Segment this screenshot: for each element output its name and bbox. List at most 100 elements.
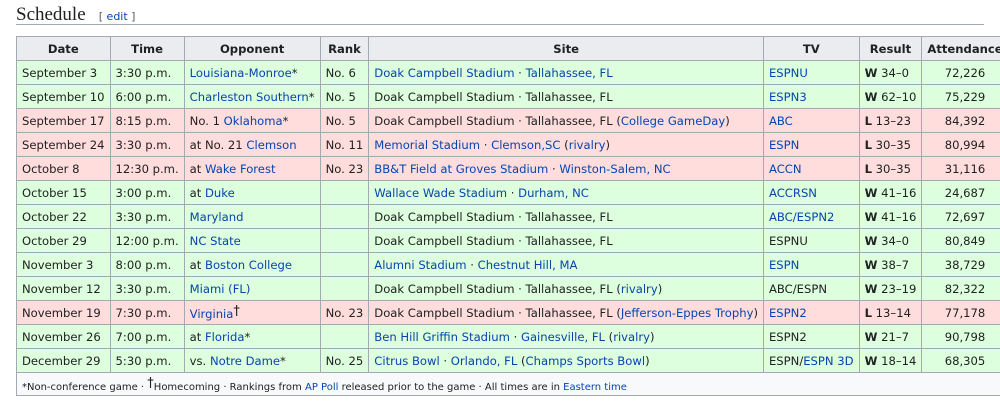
date: October 29 [16, 228, 111, 253]
section-header: Schedule [ edit ] [16, 4, 984, 25]
link[interactable]: Winston-Salem, NC [559, 161, 671, 176]
tv: ABC/ESPN2 [762, 204, 860, 229]
opponent: Miami (FL) [183, 276, 321, 301]
time: 5:30 p.m. [109, 348, 185, 373]
score: 13–23 [875, 113, 911, 128]
text: ( [560, 137, 569, 152]
text: · [466, 257, 478, 272]
outcome: L [864, 113, 872, 128]
link[interactable]: Clemson [246, 137, 297, 152]
text: * [280, 353, 286, 368]
link[interactable]: NC State [189, 233, 241, 248]
link[interactable]: Jefferson-Eppes Trophy [620, 305, 754, 320]
link[interactable]: Duke [205, 185, 235, 200]
result: W 41–16 [858, 180, 923, 205]
text: * [291, 65, 298, 80]
result: L 30–35 [858, 156, 923, 181]
date: November 19 [16, 300, 111, 325]
text: at [189, 185, 205, 200]
link[interactable]: Clemson,SC [491, 137, 561, 152]
outcome: W [864, 329, 878, 344]
text: Doak Campbell Stadium · Tallahassee, FL [374, 233, 613, 248]
link[interactable]: AP Poll [304, 381, 339, 393]
link[interactable]: rivalry [613, 329, 650, 344]
column-header: Site [368, 36, 764, 61]
opponent: at Florida* [183, 324, 321, 349]
edit-link[interactable]: edit [106, 10, 128, 23]
link[interactable]: Orlando, FL [450, 353, 518, 368]
footnote-row: *Non-conference game · †Homecoming · Ran… [16, 372, 1000, 396]
text: *Non-conference game · [22, 381, 148, 393]
link[interactable]: ESPN [768, 137, 800, 152]
text: at [189, 329, 205, 344]
link[interactable]: Champs Sports Bowl [525, 353, 646, 368]
game-row: October 29 12:00 p.m. NC State Doak Campbel… [16, 228, 1000, 253]
link[interactable]: Louisiana-Monroe [189, 65, 292, 80]
date: September 17 [16, 108, 111, 133]
date: October 8 [16, 156, 111, 181]
link[interactable]: Tallahassee, FL [525, 65, 613, 80]
link[interactable]: Eastern time [563, 381, 627, 393]
link[interactable]: Oklahoma [223, 113, 283, 128]
link[interactable]: Virginia [189, 307, 234, 321]
link[interactable]: Citrus Bowl [374, 353, 440, 368]
outcome: W [864, 353, 878, 368]
text: Homecoming · Rankings from [153, 381, 305, 393]
schedule-table: Date Time Opponent Rank Site TV Result Attendan… [16, 36, 1000, 396]
site: Memorial Stadium · Clemson,SC (rivalry) [368, 132, 764, 157]
text: · [439, 353, 451, 368]
link[interactable]: Gainesville, FL [520, 329, 605, 344]
link[interactable]: Doak Campbell Stadium [374, 65, 515, 80]
date: November 3 [16, 252, 111, 277]
link[interactable]: ACCN [768, 161, 802, 176]
game-row: November 26 7:00 p.m. at Florida* Ben Hill … [16, 324, 1000, 349]
link[interactable]: Ben Hill Griffin Stadium [374, 329, 510, 344]
text: ESPN/ [768, 353, 804, 368]
link[interactable]: BB&T Field at Groves Stadium [374, 161, 549, 176]
link[interactable]: ESPN3 [768, 89, 807, 104]
text: ) [605, 137, 611, 152]
tv: ESPN [762, 252, 860, 277]
link[interactable]: ABC/ESPN2 [768, 209, 835, 224]
score: 23–19 [881, 281, 917, 296]
link[interactable]: Charleston Southern [189, 89, 309, 104]
link[interactable]: Alumni Stadium [374, 257, 467, 272]
outcome: W [864, 209, 878, 224]
link[interactable]: Wallace Wade Stadium [374, 185, 508, 200]
game-row: September 17 8:15 p.m. No. 1 Oklahoma* No. … [16, 108, 1000, 133]
link[interactable]: Durham, NC [518, 185, 589, 200]
link[interactable]: rivalry [620, 281, 658, 296]
tv: ESPN/ESPN 3D [762, 348, 860, 373]
link[interactable]: Boston College [205, 257, 293, 272]
tv: ESPNU [762, 228, 860, 253]
link[interactable]: ESPN2 [768, 305, 807, 320]
opponent: at Boston College [183, 252, 321, 277]
link[interactable]: Wake Forest [205, 161, 276, 176]
site: Doak Campbell Stadium · Tallahassee, FL … [368, 108, 764, 133]
game-row: October 22 3:30 p.m. Maryland Doak Campbell… [16, 204, 1000, 229]
link[interactable]: ACCRSN [768, 185, 817, 200]
text: · [548, 161, 560, 176]
game-row: September 24 3:30 p.m. at No. 21 Clemson No… [16, 132, 1000, 157]
link[interactable]: Memorial Stadium [374, 137, 481, 152]
link[interactable]: Notre Dame [209, 353, 281, 368]
link[interactable]: Chestnut Hill, MA [477, 257, 578, 272]
text: at No. 21 [189, 137, 247, 152]
rank: No. 25 [319, 348, 370, 373]
time: 8:00 p.m. [109, 252, 185, 277]
link[interactable]: Maryland [189, 209, 244, 224]
link[interactable]: Florida [205, 329, 245, 344]
link[interactable]: ESPN [768, 257, 800, 272]
score: 34–0 [881, 65, 909, 80]
rank [319, 276, 370, 301]
link[interactable]: ABC [768, 113, 793, 128]
outcome: L [864, 137, 872, 152]
link[interactable]: College GameDay [620, 113, 726, 128]
result: W 18–14 [858, 348, 923, 373]
link[interactable]: Miami (FL) [189, 281, 251, 296]
link[interactable]: rivalry [568, 137, 606, 152]
opponent: at Duke [183, 180, 321, 205]
attendance: 31,116 [921, 156, 1000, 181]
link[interactable]: ESPNU [768, 65, 808, 80]
link[interactable]: ESPN 3D [803, 353, 854, 368]
